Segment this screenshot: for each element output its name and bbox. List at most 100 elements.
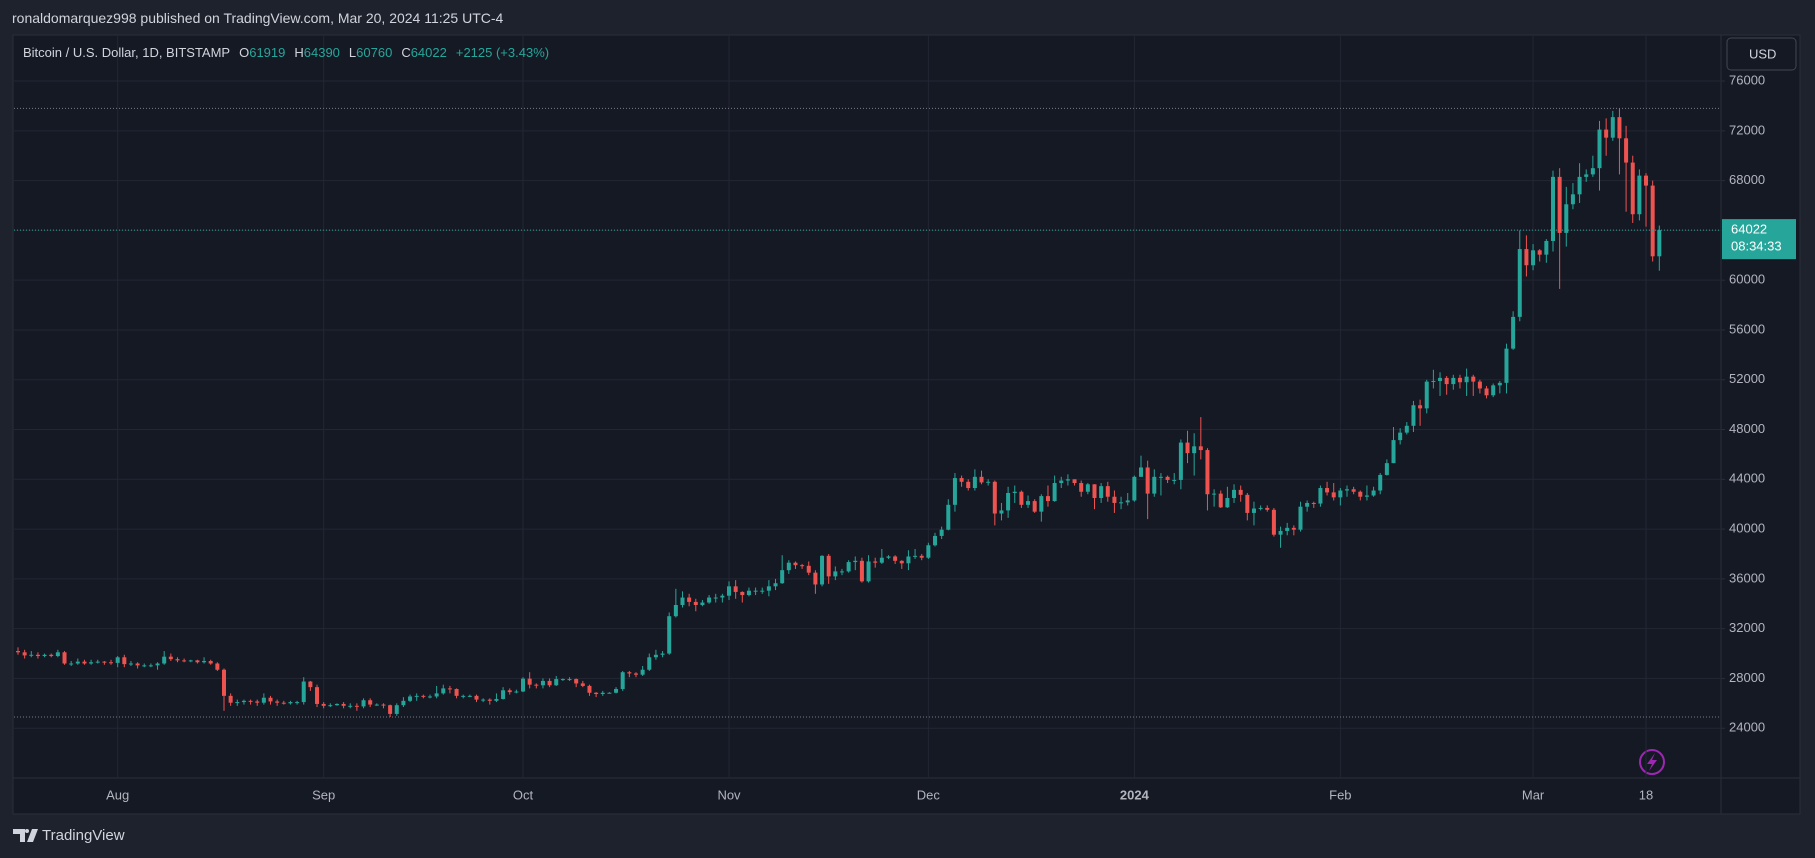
candle-body: [547, 680, 552, 686]
candle-body: [135, 663, 140, 666]
candle-body: [381, 704, 386, 706]
candle-body: [574, 679, 579, 684]
candle-body: [421, 695, 426, 697]
candle-body: [1065, 479, 1070, 481]
candle-body: [926, 545, 931, 558]
candle-body: [1484, 388, 1489, 396]
candle-body: [1192, 446, 1197, 454]
candle-body: [753, 590, 758, 592]
candle-body: [700, 602, 705, 606]
candle-body: [886, 556, 891, 558]
candle-body: [16, 651, 20, 653]
candle-body: [1351, 489, 1356, 492]
candle-body: [95, 661, 100, 663]
candle-body: [348, 705, 353, 707]
candle-body: [1537, 250, 1542, 255]
candle-body: [1258, 507, 1263, 509]
candle-body: [813, 572, 818, 585]
candle-body: [1364, 495, 1369, 497]
candle-body: [1092, 484, 1097, 498]
currency-label: USD: [1749, 46, 1776, 61]
y-tick-label: 44000: [1729, 471, 1765, 486]
candle-body: [1238, 489, 1243, 495]
last-price-box: [1722, 219, 1796, 260]
candle-body: [1577, 176, 1582, 195]
candle-body: [1232, 489, 1237, 498]
candle-body: [760, 590, 765, 592]
candle-body: [534, 684, 539, 686]
candle-body: [1557, 176, 1562, 233]
y-tick-label: 28000: [1729, 670, 1765, 685]
candle-body: [334, 703, 339, 706]
candle-body: [733, 586, 738, 592]
candle-body: [1045, 496, 1050, 502]
candle-body: [1491, 385, 1496, 396]
x-tick-label: Nov: [717, 787, 741, 802]
y-tick-label: 40000: [1729, 521, 1765, 536]
publish-info: ronaldomarquez998 published on TradingVi…: [12, 10, 504, 26]
candle-body: [893, 556, 898, 561]
x-tick-label: Aug: [106, 787, 129, 802]
candle-body: [115, 657, 120, 663]
candle-body: [1052, 483, 1057, 502]
candle-body: [999, 510, 1004, 514]
candle-body: [1457, 377, 1462, 383]
legend: Bitcoin / U.S. Dollar, 1D, BITSTAMP O 619…: [23, 45, 558, 60]
countdown: 08:34:33: [1731, 239, 1782, 254]
currency-button[interactable]: [1726, 37, 1797, 71]
y-tick-label: 24000: [1729, 720, 1765, 735]
candle-body: [1384, 463, 1389, 475]
candle-body: [620, 672, 625, 690]
y-tick-label: 72000: [1729, 122, 1765, 137]
candle-body: [89, 662, 94, 664]
candle-body: [1172, 479, 1177, 481]
candle-body: [952, 478, 957, 505]
candle-body: [1305, 502, 1310, 507]
candle-body: [1185, 442, 1190, 454]
candle-body: [321, 703, 326, 706]
candle-body: [594, 692, 599, 694]
candle-body: [1265, 507, 1270, 510]
candle-body: [913, 555, 918, 557]
candle-body: [966, 481, 971, 489]
candle-body: [1019, 491, 1024, 505]
alert-icon[interactable]: [1639, 749, 1665, 775]
candle-body: [580, 683, 585, 686]
candle-body: [933, 535, 938, 546]
candle-body: [992, 481, 997, 514]
candle-body: [627, 672, 632, 674]
candle-body: [1624, 138, 1629, 163]
candle-body: [1604, 129, 1609, 138]
candle-body: [1026, 501, 1031, 505]
candle-body: [1006, 492, 1011, 511]
candle-body: [128, 663, 133, 665]
candle-body: [295, 702, 300, 704]
candle-body: [1298, 506, 1303, 530]
candle-body: [195, 660, 200, 663]
candle-body: [687, 597, 692, 602]
candle-body: [1431, 380, 1436, 382]
candle-body: [69, 663, 74, 665]
candle-body: [268, 697, 273, 702]
candle-body: [388, 705, 393, 714]
logo-mark: [13, 829, 38, 842]
candle-body: [859, 560, 864, 582]
candle-body: [162, 656, 167, 664]
candle-body: [1444, 377, 1449, 385]
candle-body: [713, 597, 718, 599]
y-tick-label: 36000: [1729, 570, 1765, 585]
candle-body: [1477, 381, 1482, 389]
candle-body: [793, 562, 798, 566]
candle-body: [461, 695, 466, 697]
candle-body: [1657, 230, 1662, 257]
candle-body: [939, 529, 944, 536]
candle-body: [1504, 348, 1509, 383]
ohlc-letter: L: [348, 45, 357, 60]
x-tick-label: 2024: [1120, 787, 1150, 802]
candle-body: [408, 696, 413, 701]
candle-body: [1212, 493, 1217, 495]
candle-body: [22, 652, 27, 656]
candle-body: [873, 561, 878, 563]
candle-body: [328, 705, 333, 707]
candle-body: [75, 661, 80, 664]
